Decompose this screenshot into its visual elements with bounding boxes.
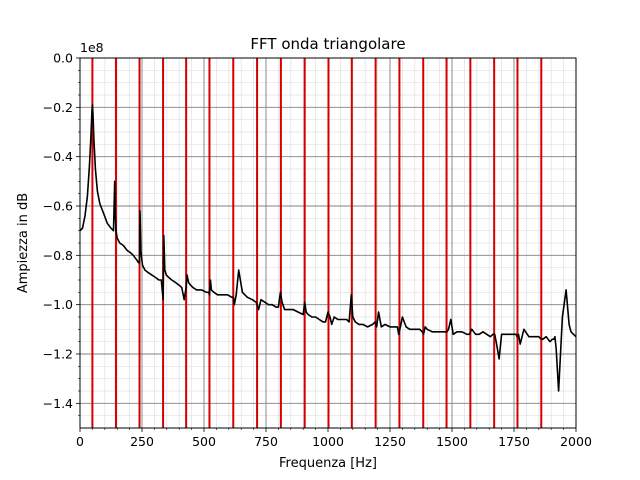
x-tick-label: 250 (130, 434, 154, 449)
y-tick-label: −0.4 (43, 149, 73, 164)
y-axis-label: Ampiezza in dB (16, 193, 31, 293)
x-tick-label: 2000 (560, 434, 592, 449)
x-tick-label: 1000 (312, 434, 344, 449)
x-tick-label: 0 (76, 434, 84, 449)
chart-title: FFT onda triangolare (250, 35, 405, 53)
y-tick-label: −1.2 (43, 347, 73, 362)
offset-text: 1e8 (80, 40, 104, 55)
y-tick-label: 0.0 (53, 51, 73, 66)
series-line (79, 104, 577, 392)
y-axis-ticks: 0.0 −0.2 −0.4 −0.6 −0.8 −1.0 −1.2 −1.4 (43, 51, 80, 416)
x-tick-label: 750 (254, 434, 278, 449)
harmonic-lines (91, 58, 543, 428)
y-tick-label: −0.6 (43, 199, 73, 214)
series-group (79, 104, 577, 392)
x-tick-label: 1750 (498, 434, 530, 449)
y-tick-label: −1.4 (43, 396, 73, 411)
x-axis-ticks: 0 250 500 750 1000 1250 1500 1750 2000 (76, 428, 592, 449)
y-tick-label: −0.8 (43, 248, 73, 263)
x-tick-label: 1250 (374, 434, 406, 449)
y-tick-label: −1.0 (43, 297, 73, 312)
x-tick-label: 500 (192, 434, 216, 449)
x-axis-label: Frequenza [Hz] (279, 456, 377, 471)
y-tick-label: −0.2 (43, 100, 73, 115)
x-tick-label: 1500 (436, 434, 468, 449)
